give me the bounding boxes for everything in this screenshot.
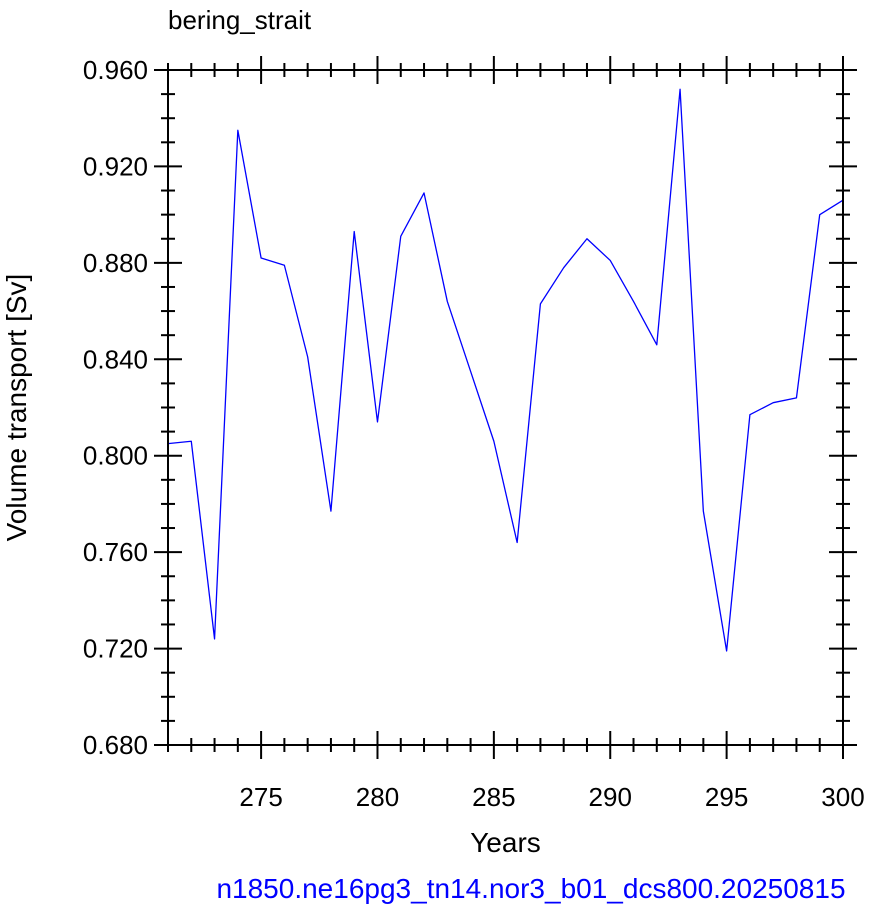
series-line (167, 88, 844, 652)
x-tick-label: 285 (472, 782, 515, 812)
y-tick-label: 0.760 (83, 537, 148, 567)
x-tick-label: 275 (239, 782, 282, 812)
y-tick-label: 0.920 (83, 151, 148, 181)
x-tick-label: 280 (356, 782, 399, 812)
y-tick-label: 0.960 (83, 55, 148, 85)
y-tick-label: 0.680 (83, 730, 148, 760)
run-caption: n1850.ne16pg3_tn14.nor3_b01_dcs800.20250… (216, 873, 845, 904)
y-axis-ticks (154, 69, 857, 746)
chart-title: bering_strait (168, 5, 312, 35)
x-tick-label: 295 (705, 782, 748, 812)
y-tick-label: 0.720 (83, 634, 148, 664)
y-axis-title: Volume transport [Sv] (1, 274, 32, 542)
x-tick-label: 300 (821, 782, 864, 812)
x-axis-ticks (167, 56, 844, 759)
y-tick-label: 0.880 (83, 248, 148, 278)
x-tick-label: 290 (589, 782, 632, 812)
x-axis-title: Years (470, 827, 541, 858)
plot-frame (167, 69, 844, 746)
x-axis-tick-labels: 275 280 285 290 295 300 (239, 782, 864, 812)
y-tick-label: 0.840 (83, 344, 148, 374)
y-axis-tick-labels: 0.680 0.720 0.760 0.800 0.840 0.880 0.920 0.960 (83, 55, 148, 760)
y-tick-label: 0.800 (83, 441, 148, 471)
